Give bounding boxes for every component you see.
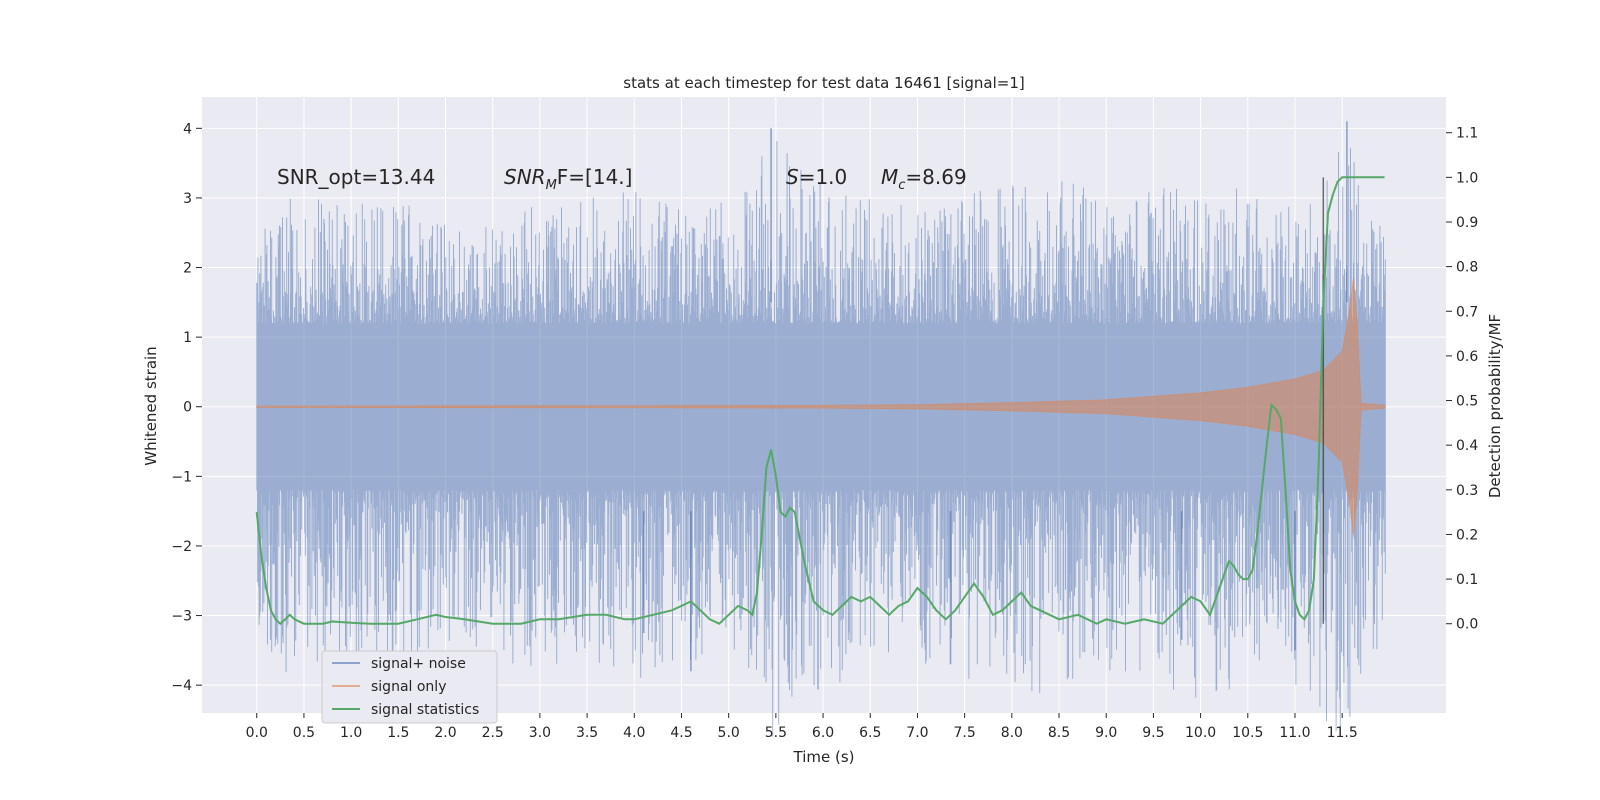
x-tick-label: 11.5 — [1327, 725, 1358, 741]
y-right-tick-label: 0.2 — [1456, 527, 1478, 543]
x-tick-label: 8.5 — [1048, 725, 1070, 741]
signal-statistics-line — [255, 176, 1385, 626]
annotation-snr-mf: SNRMF=[14.] — [504, 165, 632, 193]
x-tick-label: 7.0 — [906, 725, 928, 741]
y-left-tick-label: −3 — [171, 609, 192, 625]
legend-label-noise: signal+ noise — [371, 656, 466, 672]
x-tick-label: 3.0 — [529, 725, 551, 741]
x-tick-label: 5.0 — [718, 725, 740, 741]
x-tick-label: 4.0 — [623, 725, 645, 741]
x-tick-label: 10.5 — [1232, 725, 1263, 741]
signal-statistics-series — [255, 176, 1385, 626]
y-right-tick-label: 0.6 — [1456, 349, 1478, 365]
x-tick-label: 10.0 — [1185, 725, 1216, 741]
y-right-tick-label: 0.0 — [1456, 617, 1478, 633]
x-tick-label: 9.5 — [1142, 725, 1164, 741]
y-left-tick-label: 0 — [183, 400, 192, 416]
y-left-tick-label: 3 — [183, 191, 192, 207]
x-axis-label: Time (s) — [793, 748, 855, 766]
y-axis-label-left: Whitened strain — [142, 346, 160, 465]
y-left-tick-label: −4 — [171, 678, 192, 694]
annotation-snr-opt: SNR_opt=13.44 — [277, 165, 435, 189]
legend: signal+ noise signal only signal statist… — [321, 650, 498, 724]
x-tick-label: 6.0 — [812, 725, 834, 741]
x-tick-label: 11.0 — [1279, 725, 1310, 741]
y-right-tick-label: 0.3 — [1456, 483, 1478, 499]
x-tick-label: 8.0 — [1001, 725, 1023, 741]
annotation-s: S=1.0 — [786, 165, 847, 189]
y-axis-label-right: Detection probability/MF — [1486, 314, 1504, 498]
y-right-tick-label: 0.1 — [1456, 572, 1478, 588]
signal-only-trace — [256, 277, 1386, 536]
y-right-tick-label: 1.1 — [1456, 126, 1478, 142]
x-tick-label: 5.5 — [765, 725, 787, 741]
annotation-mc: Mc=8.69 — [881, 165, 967, 193]
x-tick-label: 6.5 — [859, 725, 881, 741]
chart-title: stats at each timestep for test data 164… — [623, 74, 1024, 92]
x-tick-label: 7.5 — [954, 725, 976, 741]
x-tick-label: 9.0 — [1095, 725, 1117, 741]
y-left-tick-label: −2 — [171, 539, 192, 555]
y-right-tick-label: 0.8 — [1456, 260, 1478, 276]
legend-label-signal-only: signal only — [371, 679, 446, 695]
x-tick-label: 0.0 — [246, 725, 268, 741]
x-tick-label: 0.5 — [293, 725, 315, 741]
y-left-tick-label: 1 — [183, 330, 192, 346]
y-right-tick-label: 0.4 — [1456, 438, 1478, 454]
legend-box — [321, 650, 498, 724]
x-tick-label: 4.5 — [670, 725, 692, 741]
y-right-tick-label: 0.7 — [1456, 304, 1478, 320]
noise-peaks — [642, 121, 1348, 672]
legend-label-signal-statistics: signal statistics — [371, 702, 479, 718]
y-right-tick-label: 0.5 — [1456, 394, 1478, 410]
x-tick-label: 1.0 — [340, 725, 362, 741]
signal-only-series — [256, 177, 1386, 624]
y-left-tick-label: −1 — [171, 469, 192, 485]
noise-series — [256, 121, 1386, 738]
x-tick-label: 2.0 — [434, 725, 456, 741]
ticks: 0.0 0.5 1.0 1.5 2.0 2.5 3.0 3.5 4.0 4.5 5.0 5.5 6.0 6… — [171, 121, 1478, 741]
y-right-tick-label: 0.9 — [1456, 215, 1478, 231]
x-tick-label: 2.5 — [482, 725, 504, 741]
x-tick-label: 1.5 — [387, 725, 409, 741]
x-tick-label: 3.5 — [576, 725, 598, 741]
y-left-tick-label: 2 — [183, 261, 192, 277]
y-left-tick-label: 4 — [183, 121, 192, 137]
annotations: SNR_opt=13.44 SNRMF=[14.] S=1.0 Mc=8.69 — [277, 165, 967, 193]
y-right-tick-label: 1.0 — [1456, 170, 1478, 186]
